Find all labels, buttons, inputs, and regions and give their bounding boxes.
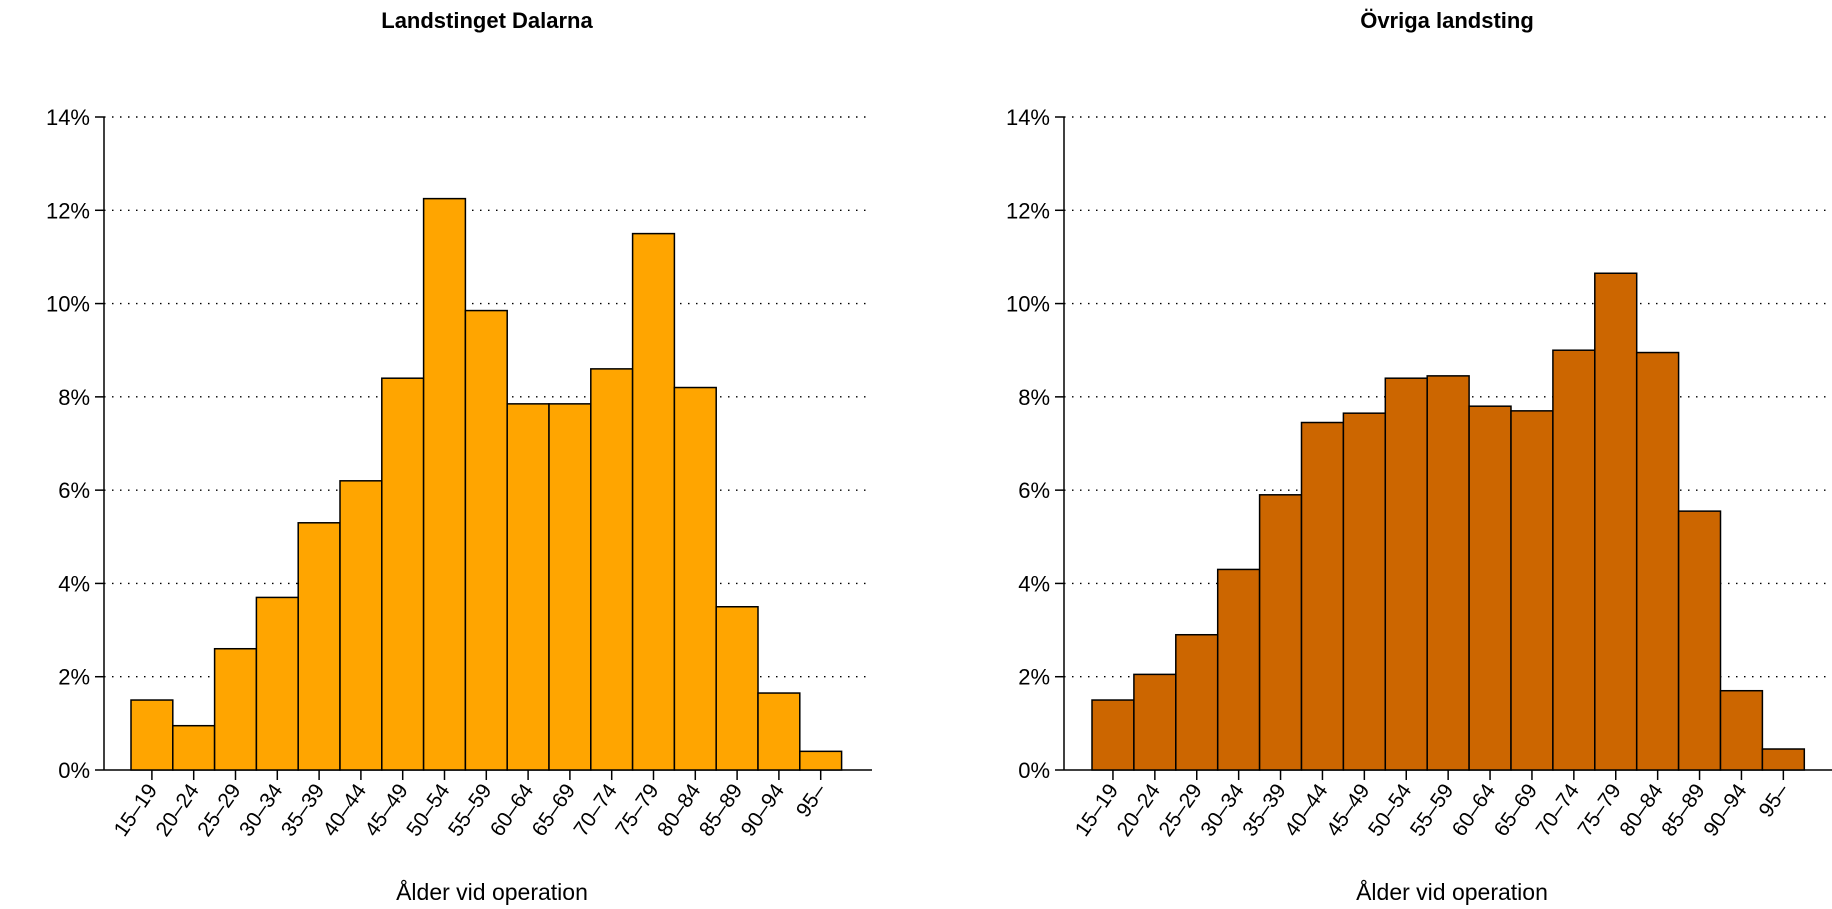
chart-title: Landstinget Dalarna: [381, 8, 593, 33]
x-tick-label: 70–74: [569, 779, 622, 840]
y-tick-label: 2%: [1018, 665, 1050, 690]
x-tick-label: 90–94: [737, 779, 790, 840]
bar-70–74: [1552, 349, 1596, 771]
x-tick-label: 20–24: [1113, 779, 1166, 840]
x-tick-label: 45–49: [1322, 780, 1374, 841]
x-tick-label: 95–: [792, 779, 831, 821]
bar-20–24: [172, 724, 216, 771]
x-tick-label: 40–44: [319, 779, 372, 840]
bar-30–34: [255, 596, 299, 771]
x-tick-label: 60–64: [1448, 779, 1501, 840]
bar-80–84: [673, 386, 717, 771]
bar-60–64: [506, 403, 550, 771]
x-tick-label: 40–44: [1280, 779, 1333, 840]
x-tick-label: 55–59: [444, 780, 496, 841]
x-tick-label: 75–79: [1574, 780, 1626, 841]
y-tick-label: 4%: [1018, 571, 1050, 596]
x-tick-label: 90–94: [1699, 779, 1752, 840]
y-tick-label: 12%: [1006, 198, 1050, 223]
chart-title: Övriga landsting: [1360, 8, 1534, 33]
bar-65–69: [548, 403, 592, 771]
bar-75–79: [1594, 272, 1638, 771]
bar-45–49: [381, 377, 425, 771]
y-tick-label: 0%: [1018, 758, 1050, 783]
y-tick-label: 6%: [58, 478, 90, 503]
bar-50–54: [422, 197, 467, 771]
x-axis-title: Ålder vid operation: [1356, 878, 1548, 905]
bar-40–44: [339, 480, 383, 771]
bar-40–44: [1300, 421, 1345, 771]
x-tick-label: 60–64: [486, 779, 539, 840]
y-tick-label: 10%: [46, 292, 90, 317]
y-tick-label: 8%: [1018, 385, 1050, 410]
bar-25–29: [213, 647, 258, 771]
x-tick-label: 95–: [1755, 779, 1794, 821]
bar-35–39: [1258, 494, 1303, 771]
y-tick-label: 2%: [58, 665, 90, 690]
x-tick-label: 50–54: [402, 779, 455, 840]
x-tick-label: 55–59: [1406, 780, 1458, 841]
x-tick-label: 30–34: [235, 779, 288, 840]
bar-55–59: [1426, 375, 1470, 771]
x-tick-label: 85–89: [1657, 780, 1709, 841]
x-tick-label: 25–29: [193, 780, 245, 841]
bar-90–94: [757, 692, 801, 771]
y-tick-label: 4%: [58, 571, 90, 596]
y-tick-label: 12%: [46, 198, 90, 223]
bar-85–89: [1677, 510, 1722, 771]
x-tick-label: 50–54: [1364, 779, 1417, 840]
chart-panel-1: Landstinget Dalarna 0% 2% 4% 6% 8% 10% 12% 14% 15…: [46, 8, 872, 905]
x-tick-label: 20–24: [151, 779, 204, 840]
x-tick-label: 80–84: [1615, 779, 1668, 840]
y-tick-label: 14%: [46, 105, 90, 130]
chart-panel-2: Övriga landsting 0% 2% 4% 6% 8% 10% 12% 14% 15–19…: [1006, 8, 1832, 905]
y-tick-label: 8%: [58, 385, 90, 410]
x-tick-label: 65–69: [528, 780, 580, 841]
y-tick-label: 0%: [58, 758, 90, 783]
x-tick-label: 35–39: [277, 780, 329, 841]
bar-55–59: [464, 309, 508, 771]
bar-45–49: [1342, 412, 1387, 771]
bar-90–94: [1719, 689, 1764, 771]
bar-20–24: [1133, 673, 1177, 771]
x-tick-label: 75–79: [611, 780, 663, 841]
x-tick-label: 65–69: [1490, 780, 1542, 841]
x-tick-label: 25–29: [1155, 780, 1207, 841]
x-tick-label: 80–84: [653, 779, 706, 840]
y-tick-label: 10%: [1006, 292, 1050, 317]
x-tick-label: 30–34: [1196, 779, 1249, 840]
bar-25–29: [1175, 633, 1219, 771]
bar-70–74: [590, 368, 634, 771]
bar-50–54: [1384, 377, 1428, 771]
x-tick-label: 70–74: [1532, 779, 1585, 840]
bar-15–19: [130, 699, 174, 771]
bar-95–: [1761, 748, 1806, 771]
x-tick-label: 85–89: [695, 780, 747, 841]
bar-30–34: [1216, 568, 1261, 771]
x-tick-label: 35–39: [1238, 780, 1290, 841]
bar-85–89: [715, 606, 759, 771]
x-tick-label: 15–19: [1071, 780, 1123, 841]
bar-75–79: [631, 232, 676, 771]
bar-65–69: [1510, 410, 1554, 771]
bar-80–84: [1635, 351, 1680, 771]
x-axis-title: Ålder vid operation: [396, 878, 588, 905]
x-tick-label: 45–49: [360, 780, 412, 841]
y-tick-label: 14%: [1006, 105, 1050, 130]
x-tick-label: 15–19: [110, 780, 162, 841]
y-tick-label: 6%: [1018, 478, 1050, 503]
bar-95–: [799, 750, 843, 771]
bar-60–64: [1468, 405, 1512, 771]
bar-35–39: [297, 522, 341, 771]
bar-15–19: [1091, 699, 1135, 771]
